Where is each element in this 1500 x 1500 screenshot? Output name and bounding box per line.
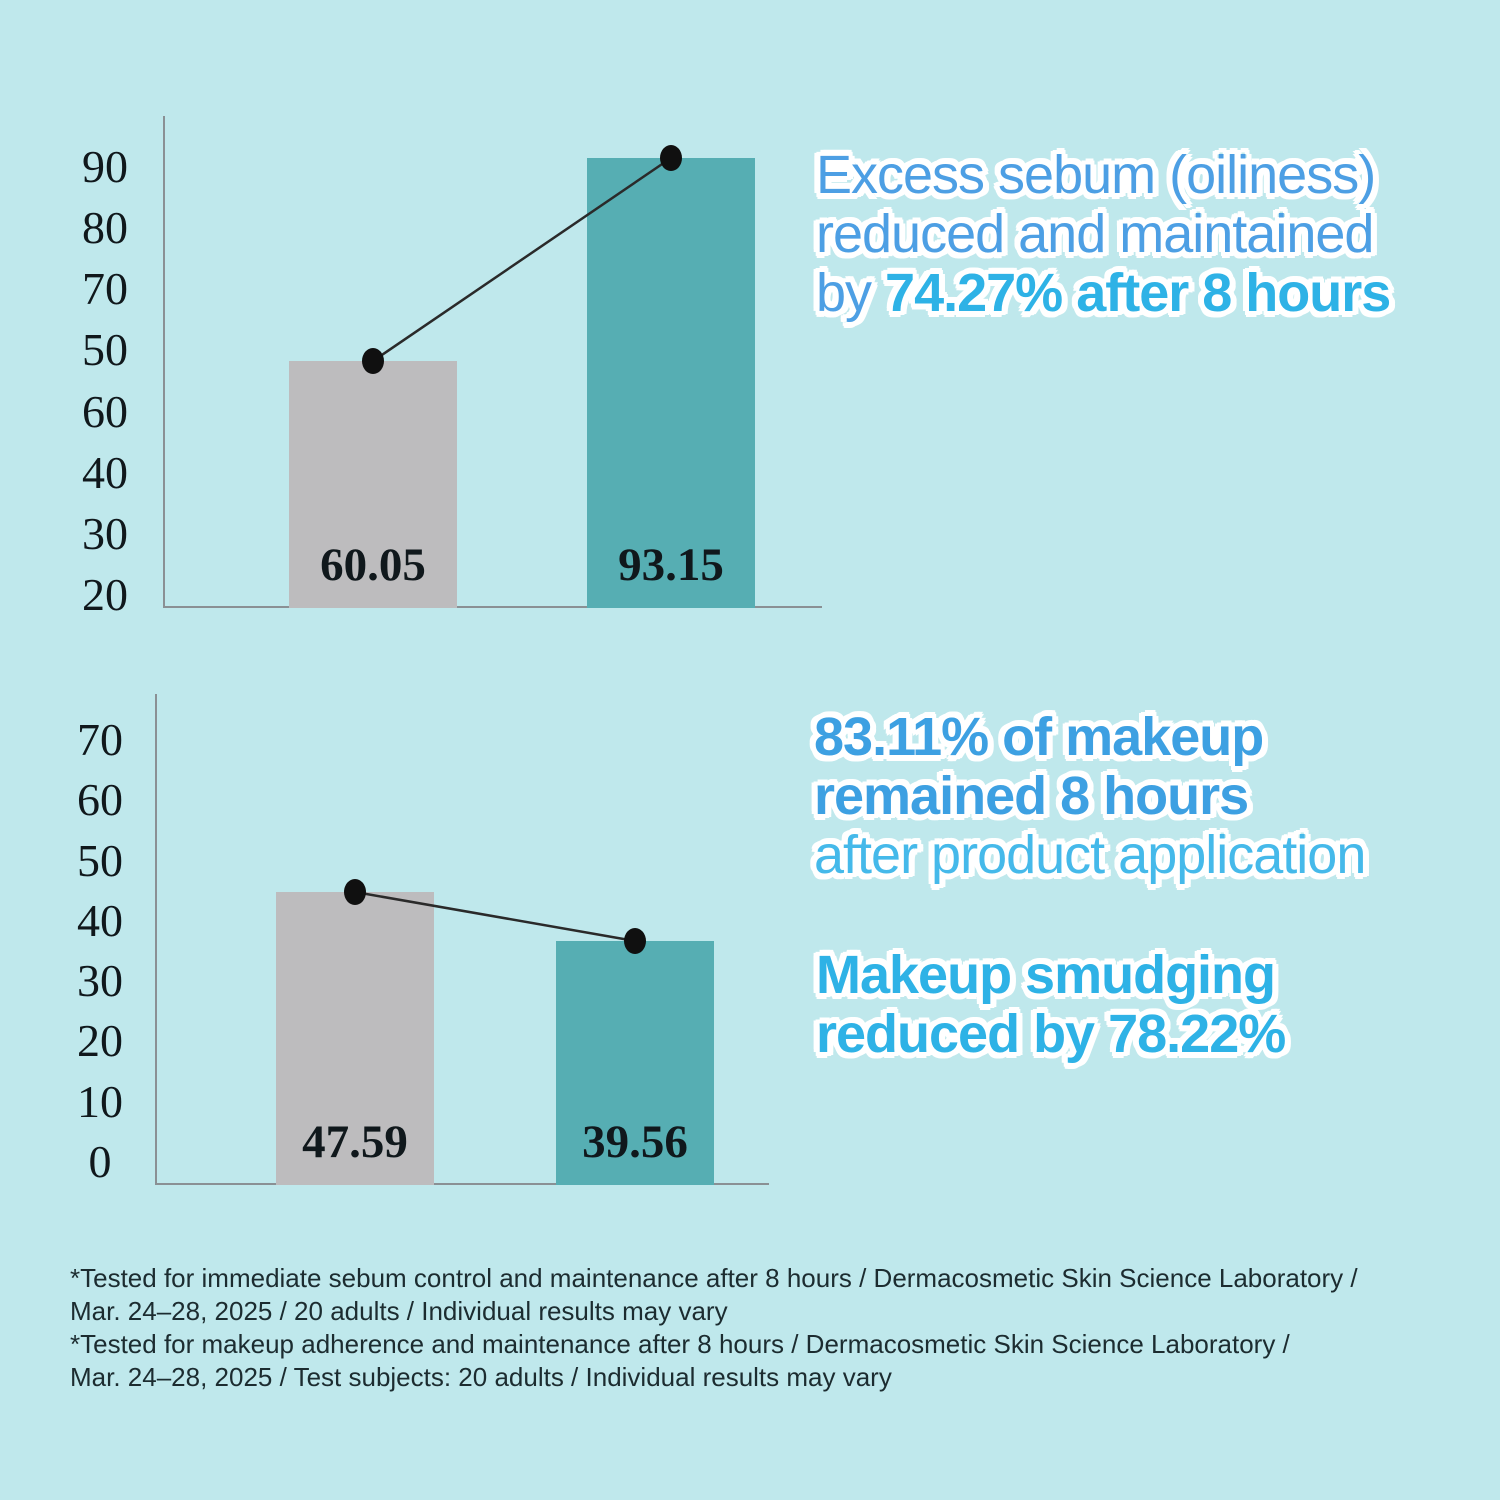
bar-value-label: 47.59 (302, 1116, 408, 1168)
bar-value-label: 93.15 (618, 539, 724, 591)
headline-sebum: Excess sebum (oiliness) reduced and main… (816, 145, 1391, 323)
y-tick-label: 50 (82, 324, 128, 376)
headline-text-regular: by (816, 263, 886, 323)
chart-makeup: 70 60 50 40 30 20 10 0 47.59 39.56 (0, 620, 830, 1240)
y-tick-label: 70 (77, 714, 123, 765)
y-tick-label: 30 (77, 955, 123, 1007)
y-tick-label: 20 (82, 568, 128, 620)
headline-makeup-retention: 83.11% of makeup remained 8 hours after … (814, 707, 1366, 885)
footnote-line: *Tested for immediate sebum control and … (70, 1263, 1358, 1293)
y-tick-label: 10 (77, 1075, 123, 1127)
bar-right-teal: 39.56 (556, 941, 714, 1185)
plot-area: 47.59 39.56 (155, 694, 769, 1185)
bar-left-gray: 60.05 (289, 361, 457, 608)
footnote-line: *Tested for makeup adherence and mainten… (70, 1329, 1290, 1359)
headline-line: after product application (814, 825, 1366, 885)
chart-sebum: 90 80 70 50 60 40 30 20 60.05 93.15 (0, 0, 830, 620)
y-tick-label: 20 (77, 1015, 123, 1067)
bar-right-teal: 93.15 (587, 158, 755, 608)
headline-line: 83.11% of makeup (814, 707, 1264, 767)
y-tick-label: 80 (82, 202, 128, 254)
y-tick-label: 60 (82, 385, 128, 437)
y-axis-tick-labels: 90 80 70 50 60 40 30 20 (58, 142, 152, 620)
headline-line: by 74.27% after 8 hours (816, 263, 1391, 323)
plot-area: 60.05 93.15 (163, 116, 822, 608)
y-tick-label: 50 (77, 834, 123, 886)
bar-left-gray: 47.59 (276, 892, 434, 1185)
footnotes: *Tested for immediate sebum control and … (70, 1262, 1358, 1394)
y-tick-label: 40 (82, 446, 128, 498)
headline-line: remained 8 hours (814, 766, 1249, 826)
headline-smudging: Makeup smudging reduced by 78.22% (816, 945, 1286, 1064)
headline-line: Makeup smudging (816, 945, 1276, 1005)
bar-value-label: 39.56 (582, 1116, 688, 1168)
y-tick-label: 0 (88, 1135, 112, 1187)
y-tick-label: 40 (77, 894, 123, 946)
y-tick-label: 60 (77, 774, 123, 826)
footnote-line: Mar. 24–28, 2025 / Test subjects: 20 adu… (70, 1362, 892, 1392)
y-tick-label: 30 (82, 507, 128, 559)
bar-value-label: 60.05 (320, 539, 426, 591)
headline-line: reduced by 78.22% (816, 1004, 1286, 1064)
y-tick-label: 70 (82, 263, 128, 315)
footnote-line: Mar. 24–28, 2025 / 20 adults / Individua… (70, 1296, 728, 1326)
y-tick-label: 90 (82, 141, 128, 192)
headline-line: reduced and maintained (816, 204, 1374, 264)
headline-line: Excess sebum (oiliness) (816, 145, 1376, 205)
headline-text-emphasis: 74.27% after 8 hours (885, 263, 1391, 323)
y-axis-tick-labels: 70 60 50 40 30 20 10 0 (52, 715, 148, 1187)
